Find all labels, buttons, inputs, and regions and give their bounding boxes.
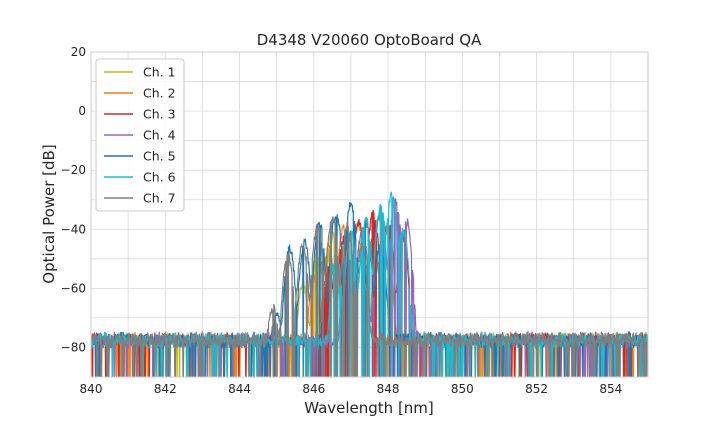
x-tick-label: 850 [451,382,474,396]
series-lines [91,191,648,377]
y-tick-labels: −80 −60 −40 −20 0 20 [61,45,86,354]
plot-frame [90,51,649,378]
legend-label: Ch. 4 [143,128,176,143]
y-tick-label: 0 [78,104,86,118]
legend-label: Ch. 3 [143,107,176,122]
x-tick-labels: 840 842 844 846 848 850 852 854 [80,382,623,396]
legend-label: Ch. 6 [143,170,176,185]
y-tick-label: −60 [61,281,86,295]
legend: Ch. 1 Ch. 2 Ch. 3 Ch. 4 Ch. 5 Ch. 6 Ch. 7 [95,58,185,212]
y-tick-label: −20 [61,163,86,177]
x-tick-label: 844 [228,382,251,396]
legend-box [95,58,185,212]
chart-title: D4348 V20060 OptoBoard QA [257,31,482,49]
x-axis-title: Wavelength [nm] [304,399,434,417]
x-tick-label: 846 [302,382,325,396]
x-tick-label: 842 [154,382,177,396]
x-tick-label: 854 [599,382,622,396]
y-tick-label: −40 [61,222,86,236]
legend-label: Ch. 5 [143,149,176,164]
x-tick-label: 852 [525,382,548,396]
y-axis-title: Optical Power [dB] [40,144,58,283]
y-tick-label: 20 [71,45,86,59]
legend-label: Ch. 7 [143,191,176,206]
legend-label: Ch. 1 [143,65,176,80]
x-tick-label: 840 [80,382,103,396]
x-tick-label: 848 [377,382,400,396]
legend-label: Ch. 2 [143,86,176,101]
series-line-7 [91,216,648,377]
y-tick-label: −80 [61,340,86,354]
